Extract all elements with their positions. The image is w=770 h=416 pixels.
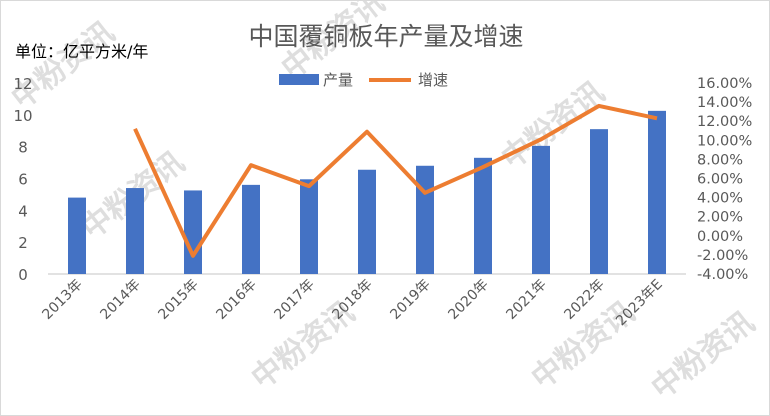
bar-2019年 [416, 165, 434, 274]
x-axis-tick: 2015年 [155, 277, 201, 323]
unit-label: 单位：亿平方米/年 [15, 42, 148, 61]
bar-2020年 [474, 157, 492, 274]
right-axis-tick: 10.00% [697, 133, 752, 149]
bar-2015年 [184, 190, 202, 274]
left-axis-tick: 6 [18, 171, 28, 189]
right-axis-tick: 0.00% [697, 229, 743, 245]
left-axis-tick: 10 [13, 107, 32, 125]
bar-2014年 [126, 188, 144, 274]
bar-2017年 [300, 179, 318, 274]
legend-line-label: 增速 [418, 71, 448, 89]
bar-2023年E [648, 110, 666, 275]
legend-bar-swatch [279, 74, 319, 85]
right-axis-tick: 14.00% [697, 95, 752, 111]
right-axis-tick: 12.00% [697, 114, 752, 130]
x-axis-tick: 2018年 [329, 277, 375, 323]
left-axis-tick: 8 [18, 139, 28, 157]
x-axis-tick: 2022年 [561, 277, 607, 323]
x-axis-tick: 2023年E [613, 277, 666, 330]
bar-2022年 [590, 129, 608, 274]
right-axis-tick: 2.00% [697, 210, 743, 226]
bar-2016年 [242, 184, 260, 274]
right-axis-tick: 4.00% [697, 191, 743, 207]
right-axis-tick: 16.00% [697, 76, 752, 92]
bar-2018年 [358, 169, 376, 274]
left-axis-tick: 2 [18, 234, 28, 252]
right-axis-tick: -2.00% [697, 248, 748, 264]
legend-bar-label: 产量 [323, 71, 353, 89]
x-axis-tick: 2021年 [503, 277, 549, 323]
bar-2013年 [68, 197, 86, 274]
x-axis-tick: 2013年 [39, 277, 85, 323]
left-axis-tick: 4 [18, 202, 28, 220]
x-axis-tick: 2016年 [213, 277, 259, 323]
x-axis-tick: 2017年 [271, 277, 317, 323]
right-axis-tick: 6.00% [697, 172, 743, 188]
growth-line [133, 103, 658, 258]
x-axis-tick: 2014年 [97, 277, 143, 323]
left-axis-tick: 12 [13, 75, 32, 93]
chart-title: 中国覆铜板年产量及增速 [248, 22, 523, 51]
x-axis-tick: 2019年 [387, 277, 433, 323]
right-axis-tick: -4.00% [697, 267, 748, 283]
left-axis-tick: 0 [18, 266, 28, 284]
bar-2021年 [532, 145, 550, 274]
x-axis-tick: 2020年 [445, 277, 491, 323]
right-axis-tick: 8.00% [697, 152, 743, 168]
